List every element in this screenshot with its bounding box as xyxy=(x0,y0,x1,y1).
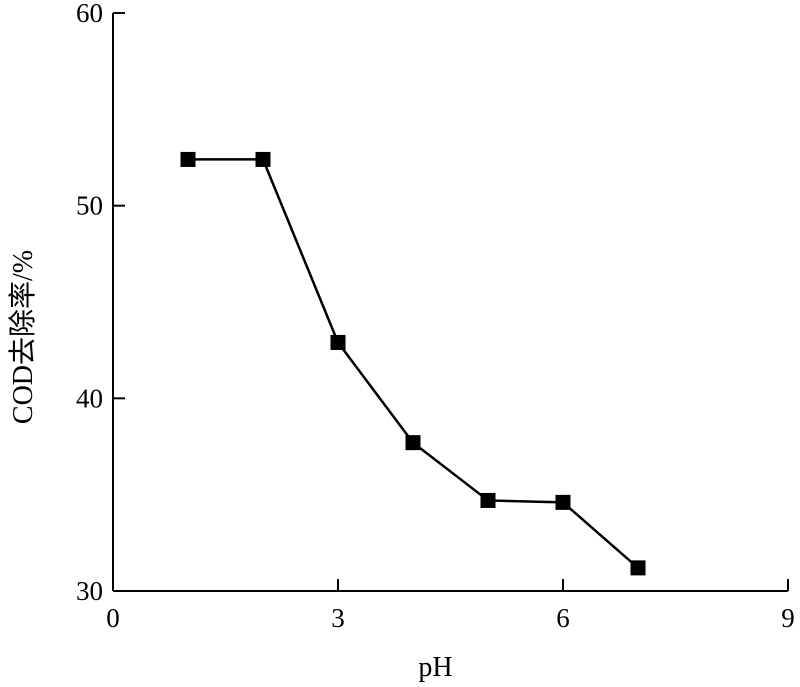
y-tick-label: 60 xyxy=(76,0,103,28)
y-ticks: 30 40 50 60 xyxy=(76,0,125,606)
x-tick-label: 0 xyxy=(106,603,120,633)
data-point-marker xyxy=(180,151,196,167)
data-point-marker xyxy=(255,151,271,167)
data-point-marker xyxy=(480,492,496,508)
x-tick-label: 3 xyxy=(331,603,345,633)
y-tick-label: 50 xyxy=(76,191,103,221)
y-tick-label: 30 xyxy=(76,576,103,606)
x-tick-label: 9 xyxy=(781,603,795,633)
axes xyxy=(112,13,788,592)
x-axis-title: pH xyxy=(418,652,452,683)
data-point-marker xyxy=(555,494,571,510)
y-axis-title: COD去除率/% xyxy=(7,250,39,424)
series-layer xyxy=(180,151,646,576)
y-tick-label: 40 xyxy=(76,383,103,413)
x-ticks: 0 3 6 9 xyxy=(106,579,795,633)
x-tick-label: 6 xyxy=(556,603,570,633)
data-point-marker xyxy=(330,334,346,350)
data-point-marker xyxy=(630,560,646,576)
data-point-marker xyxy=(405,435,421,451)
